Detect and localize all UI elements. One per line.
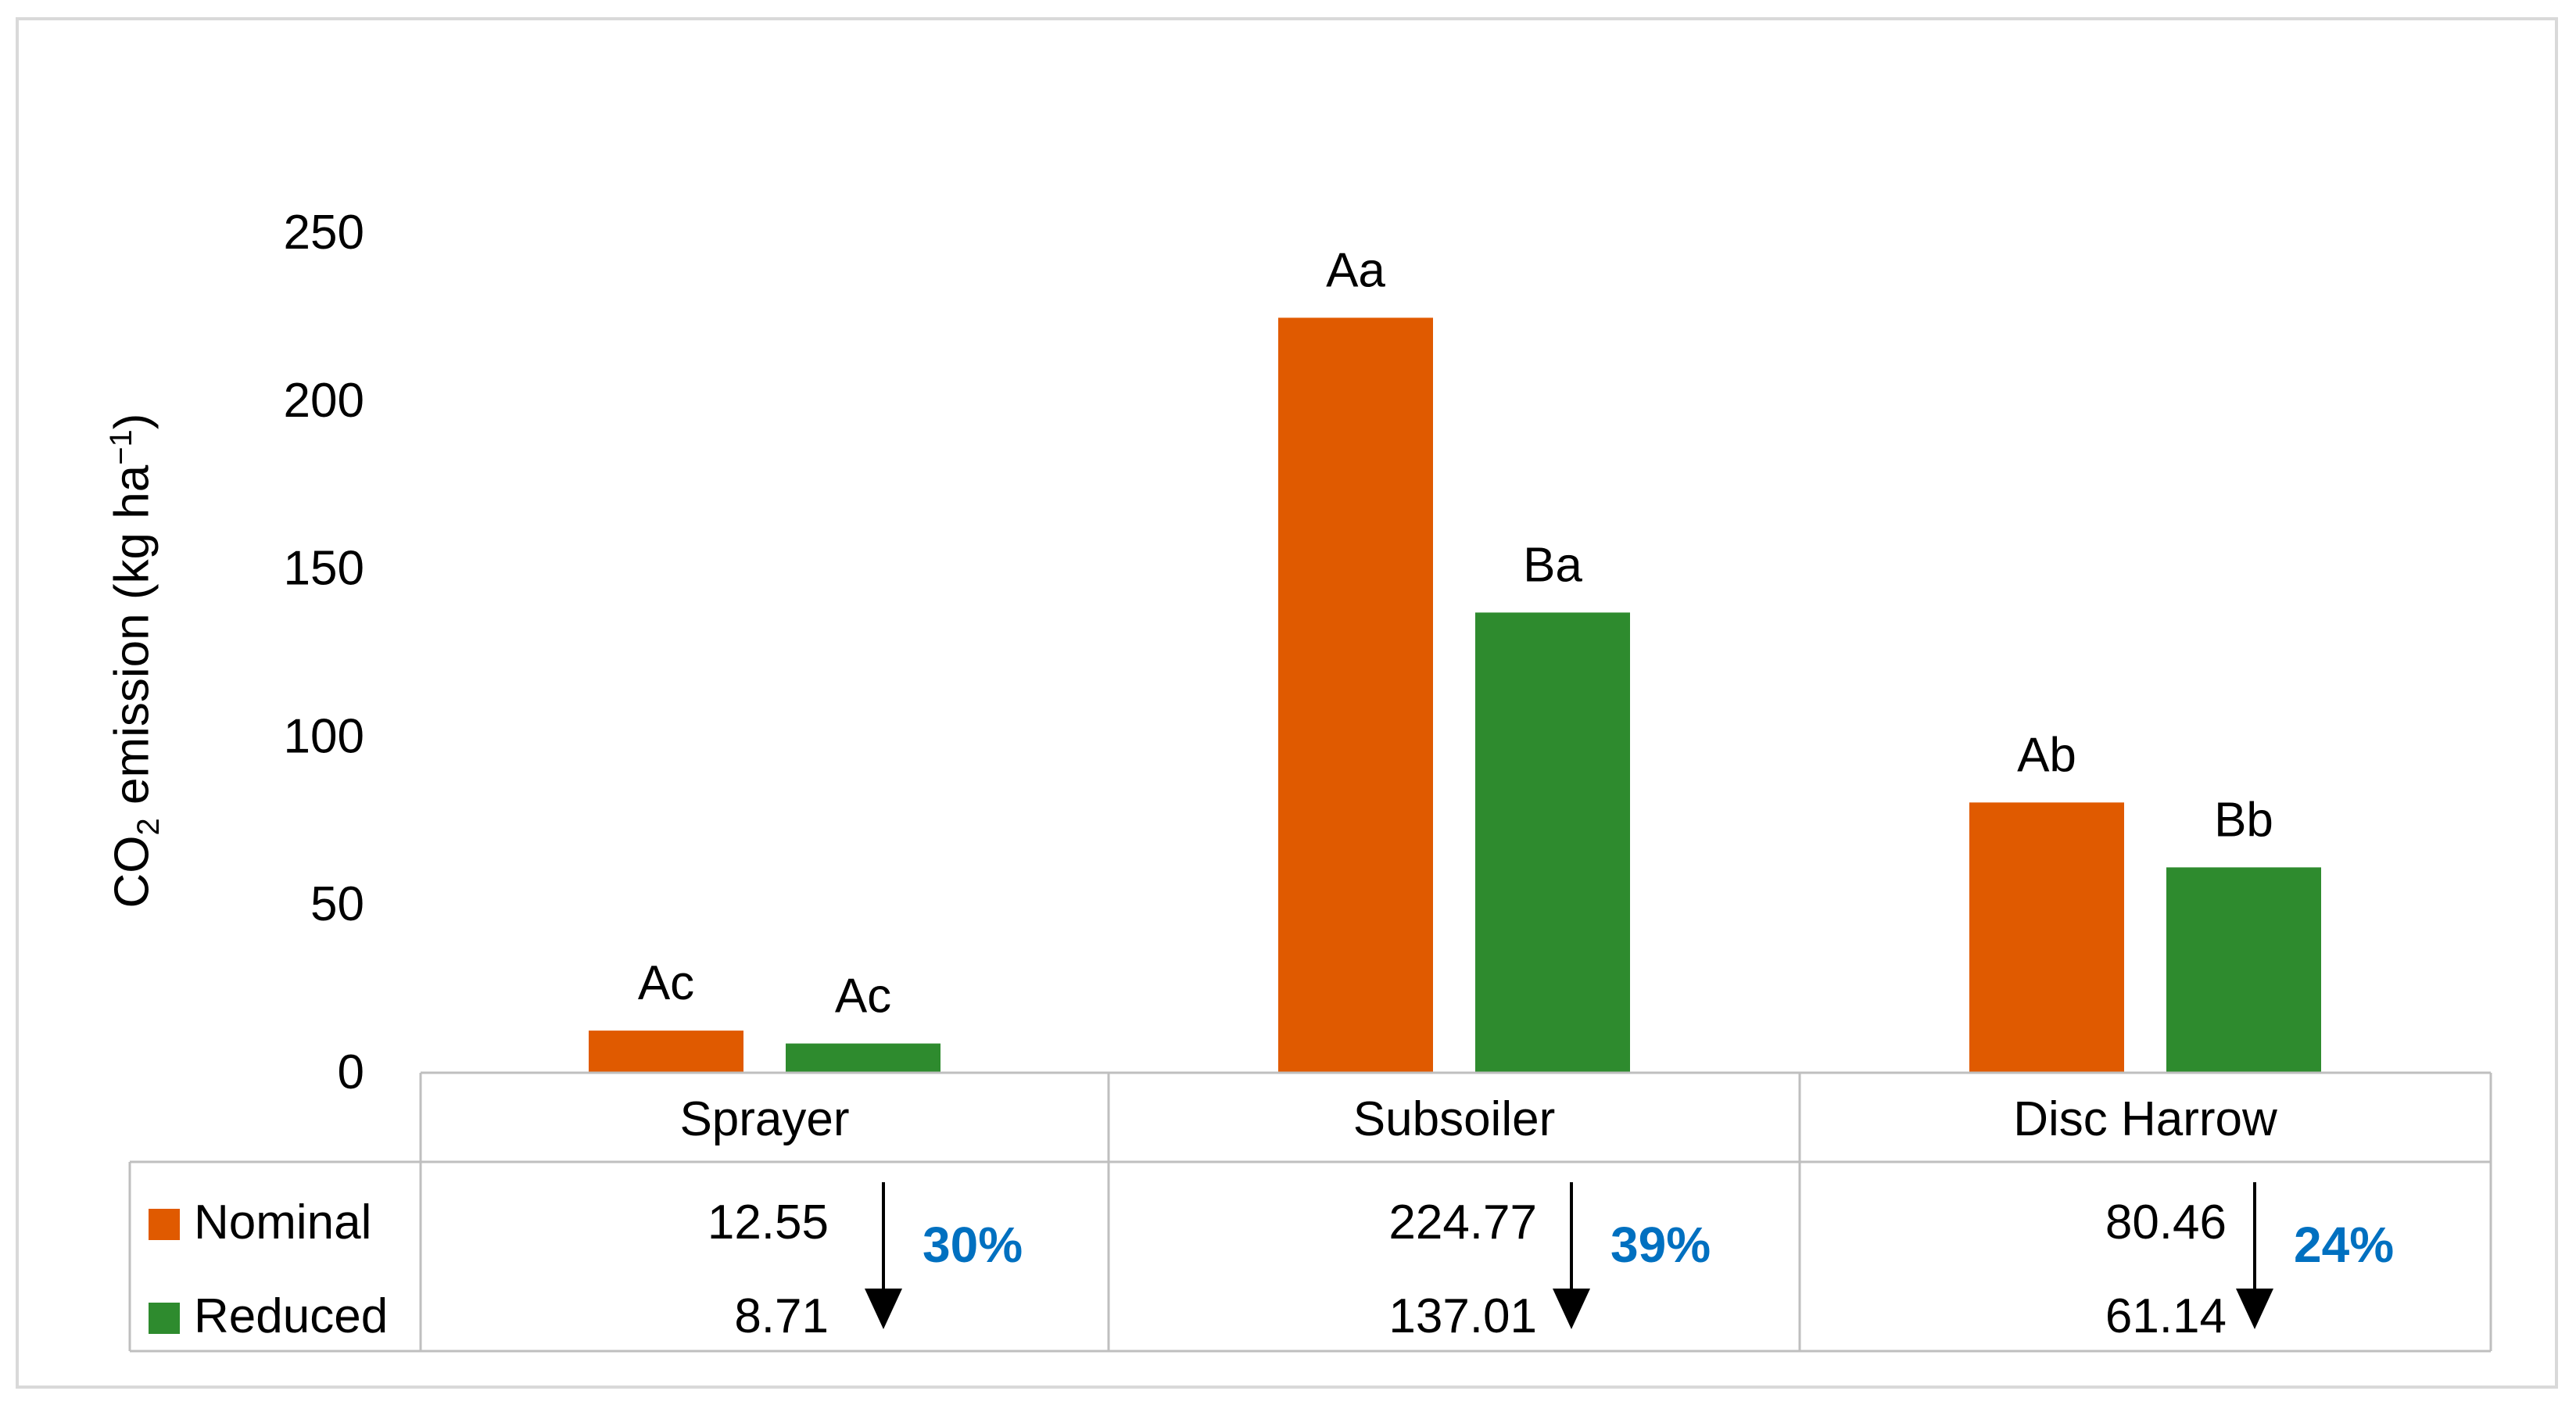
- chart-frame: [16, 17, 2558, 1389]
- y-tick-label: 0: [338, 1045, 364, 1099]
- reduction-percent: 30%: [923, 1217, 1023, 1273]
- bar-nominal-1: [589, 1031, 743, 1073]
- table-value-nominal: 224.77: [1388, 1196, 1537, 1249]
- reduction-percent: 24%: [2294, 1217, 2394, 1273]
- legend-swatch-reduced: [149, 1303, 180, 1334]
- table-value-reduced: 8.71: [734, 1289, 829, 1343]
- reduction-percent: 39%: [1610, 1217, 1711, 1273]
- y-tick-label: 250: [284, 206, 364, 260]
- y-axis-label: CO2 emission (kg ha−1): [103, 413, 167, 909]
- y-tick-label: 50: [310, 877, 364, 931]
- bar-reduced-3: [2166, 867, 2321, 1073]
- legend-label-reduced: Reduced: [194, 1289, 388, 1343]
- y-axis-label-container: CO2 emission (kg ha−1): [100, 395, 170, 927]
- table-value-nominal: 12.55: [708, 1196, 829, 1249]
- bar-letter-label: Ba: [1523, 538, 1582, 592]
- y-axis-ticks: 0 50 100 150 200 250: [284, 206, 364, 1099]
- bar-reduced-1: [786, 1043, 940, 1073]
- bar-letter-label: Ac: [835, 970, 891, 1023]
- category-label: Subsoiler: [1353, 1092, 1555, 1146]
- y-tick-label: 150: [284, 542, 364, 596]
- bar-letter-labels: Ac Ac Aa Ba Ab Bb: [638, 243, 2273, 1023]
- reduction-arrow-head: [2236, 1289, 2273, 1329]
- y-tick-label: 100: [284, 709, 364, 763]
- table-value-nominal: 80.46: [2105, 1196, 2227, 1249]
- data-table: Sprayer Subsoiler Disc Harrow Nominal Reduce…: [128, 1071, 2492, 1353]
- bar-reduced-2: [1475, 612, 1630, 1073]
- bars: [589, 317, 2321, 1074]
- category-label: Disc Harrow: [2013, 1092, 2277, 1146]
- bar-letter-label: Bb: [2214, 793, 2273, 847]
- bar-letter-label: Ab: [2017, 728, 2076, 782]
- category-label: Sprayer: [679, 1092, 849, 1146]
- legend-label-nominal: Nominal: [194, 1196, 371, 1249]
- bar-nominal-3: [1969, 802, 2124, 1073]
- bar-nominal-2: [1278, 317, 1433, 1074]
- reduction-arrow-head: [865, 1289, 902, 1329]
- bar-letter-label: Ac: [638, 956, 694, 1010]
- y-tick-label: 200: [284, 374, 364, 428]
- table-value-reduced: 137.01: [1388, 1289, 1537, 1343]
- legend-swatch-nominal: [149, 1209, 180, 1240]
- bar-letter-label: Aa: [1326, 243, 1385, 297]
- reduction-arrow-head: [1553, 1289, 1590, 1329]
- table-value-reduced: 61.14: [2105, 1289, 2227, 1343]
